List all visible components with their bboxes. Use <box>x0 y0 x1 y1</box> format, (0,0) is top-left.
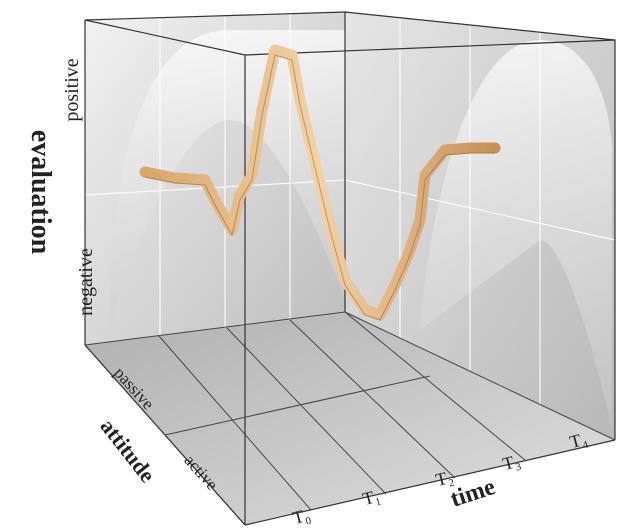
evaluation-low: negative <box>75 248 97 316</box>
evaluation-high: positive <box>61 58 83 121</box>
evaluation-title: evaluation <box>25 130 56 255</box>
diagram: evaluation positive negative attitude pa… <box>0 0 625 532</box>
attitude-title: attitude <box>95 414 160 487</box>
time-title: time <box>447 474 498 513</box>
box <box>85 12 615 525</box>
